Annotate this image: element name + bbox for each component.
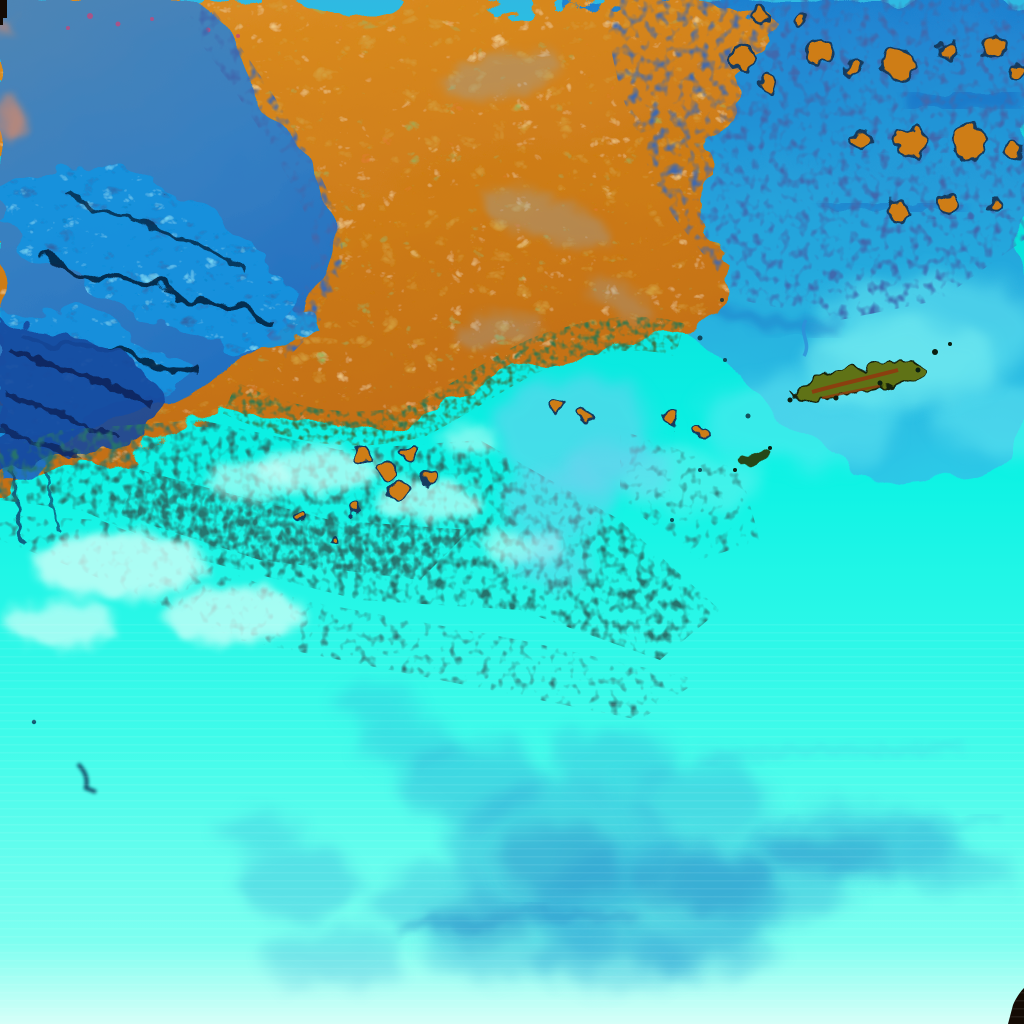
magenta-speckle	[150, 17, 154, 21]
orange-blob	[1009, 63, 1024, 81]
pale-cloud	[508, 541, 588, 589]
bright-pocket	[210, 462, 290, 498]
olive-core-streak	[821, 384, 881, 400]
orange-islet	[422, 470, 438, 486]
magenta-speckle	[66, 26, 70, 30]
orange-blob	[842, 58, 862, 78]
topright-orange-blobs	[727, 6, 1024, 225]
orange-islet	[377, 461, 395, 479]
pale-cloud	[570, 440, 670, 500]
corner-data-notch	[0, 0, 7, 18]
blue-squiggle	[801, 319, 809, 357]
cloud-crevice	[39, 252, 271, 321]
corner-data-notch	[0, 18, 3, 25]
orange-blob	[895, 125, 929, 159]
navy-speckle-band	[846, 122, 1017, 168]
orange-blob	[750, 6, 770, 26]
orange-blob	[980, 34, 1006, 60]
island-fleck	[915, 367, 921, 373]
island-fleck	[948, 342, 952, 346]
orange-islet	[352, 445, 372, 465]
orange-islet	[295, 511, 305, 521]
orange-blob	[949, 123, 987, 161]
bright-pocket	[260, 448, 380, 492]
edge-speckle-band	[222, 316, 685, 446]
stray-fleck	[698, 468, 702, 472]
orange-islet	[579, 409, 591, 421]
navy-speckle-field	[600, 0, 1024, 320]
navy-speckle-band	[714, 32, 1021, 93]
navy-streak	[9, 347, 152, 408]
cloud-crevice	[69, 198, 246, 272]
orange-islet	[694, 426, 706, 438]
stray-fleck	[670, 518, 674, 522]
magenta-speckle	[87, 13, 93, 19]
magenta-speckle	[236, 34, 240, 38]
orange-islets	[295, 400, 706, 546]
pale-blue-blotch	[497, 375, 670, 589]
orange-blob	[987, 197, 1003, 213]
orange-blob	[727, 43, 757, 73]
orange-islet	[330, 536, 340, 546]
bright-pocket	[35, 531, 205, 599]
orange-islet	[349, 502, 361, 514]
island-fleck	[833, 395, 839, 401]
thin-cloud-smudge	[584, 276, 656, 324]
orange-blob	[851, 129, 873, 151]
island-fleck	[768, 446, 772, 450]
orange-blob	[881, 47, 915, 81]
orange-islet	[387, 481, 409, 503]
olive-sub-blob	[742, 448, 772, 468]
thin-cloud-smudge	[439, 51, 561, 99]
island-fleck	[877, 380, 883, 386]
bright-pocket	[440, 426, 500, 454]
olive-island	[670, 298, 952, 522]
stray-fleck	[720, 298, 724, 302]
salmon-smudge	[0, 100, 24, 140]
orange-blob	[937, 39, 959, 61]
orange-blob	[937, 193, 959, 215]
orange-blob	[805, 37, 835, 67]
scanline-artifact-overlay	[0, 620, 1024, 1024]
thin-cloud-smudge	[481, 188, 609, 248]
orange-blob	[792, 12, 808, 28]
island-fleck	[733, 468, 737, 472]
stray-fleck	[745, 413, 751, 419]
orange-blob	[757, 73, 779, 95]
orange-islet	[661, 408, 679, 426]
stray-fleck	[697, 335, 703, 341]
orange-blob	[887, 199, 913, 225]
island-fleck	[932, 349, 938, 355]
cloud-patch	[940, 380, 1024, 460]
stray-fleck	[723, 358, 727, 362]
salmon-smudge	[0, 18, 14, 34]
thin-cloud-smudge	[456, 313, 544, 347]
textured-cloud-band	[0, 167, 318, 343]
orange-islet	[402, 444, 418, 460]
magenta-speckle	[115, 21, 121, 27]
orange-islet	[549, 400, 563, 414]
boundary-speckle-band	[182, 1, 343, 359]
orange-blob	[1001, 138, 1024, 162]
speckle-field-dense	[120, 470, 470, 580]
olive-core-streak	[811, 368, 899, 394]
island-fleck	[787, 397, 793, 403]
